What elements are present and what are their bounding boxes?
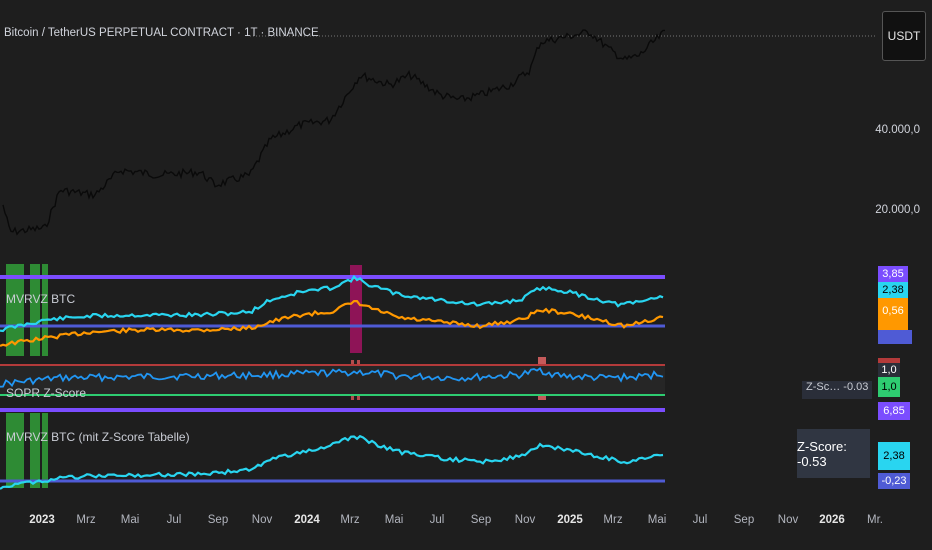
buy-zone-column [30, 413, 40, 488]
value-tag-mvrvz: 2,38 [878, 282, 908, 298]
zscore-table: Z-Score: -0.53 [797, 429, 870, 478]
time-tick: Sep [733, 514, 755, 526]
time-tick: 2026 [819, 514, 845, 526]
time-tick: Nov [514, 514, 536, 526]
value-tag-sopr-upper [878, 358, 900, 363]
time-tick: Nov [777, 514, 799, 526]
buy-zone-column [42, 264, 48, 356]
time-tick: Mrz [603, 514, 623, 526]
value-tag-lower [878, 330, 912, 344]
time-tick: Mrz [340, 514, 360, 526]
time-tick: Nov [251, 514, 273, 526]
buy-zone-column [30, 264, 40, 356]
time-tick: Mai [120, 514, 140, 526]
time-tick: Jul [429, 514, 445, 526]
mvrvz-orange-series [0, 300, 664, 347]
value-tag-orange: 0,56 [878, 298, 908, 330]
time-tick: Mai [384, 514, 404, 526]
mvrvz-table-series [0, 434, 664, 490]
value-tag-table-upper: 6,85 [878, 402, 910, 420]
time-tick: Jul [692, 514, 708, 526]
value-tag-sopr: 1,0 [878, 363, 900, 377]
value-tag-sopr-lower: 1,0 [878, 377, 900, 397]
time-tick: 2025 [557, 514, 583, 526]
value-tag-table-mvrvz: 2,38 [878, 442, 910, 470]
time-tick: Jul [166, 514, 182, 526]
time-tick: Sep [207, 514, 229, 526]
symbol-title[interactable]: Bitcoin / TetherUS PERPETUAL CONTRACT · … [4, 27, 319, 39]
mvrvz-series [0, 274, 664, 333]
pane-title-sopr[interactable]: SOPR Z-Score [6, 386, 87, 400]
time-tick: 2024 [294, 514, 320, 526]
buy-zone-highlights [6, 264, 48, 488]
pane-title-mvrvz[interactable]: MVRVZ BTC [6, 292, 76, 306]
buy-zone-column [6, 413, 24, 488]
time-tick: Mr. [867, 514, 883, 526]
sopr-series [0, 367, 664, 388]
buy-zone-column [42, 413, 48, 488]
time-tick: Sep [470, 514, 492, 526]
sell-zone-column [350, 265, 362, 353]
value-tag-table-lower: -0,23 [878, 473, 910, 489]
time-tick: Mrz [76, 514, 96, 526]
pane-title-mvrvz-table[interactable]: MVRVZ BTC (mit Z-Score Tabelle) [6, 430, 190, 444]
price-series [2, 29, 665, 236]
currency-button[interactable]: USDT [882, 11, 926, 61]
value-tag-upper: 3,85 [878, 266, 908, 282]
price-axis-label: 40.000,0 [875, 124, 920, 136]
time-tick: Mai [647, 514, 667, 526]
zscore-table-partial: Z-Sc… -0.03 [802, 381, 872, 399]
buy-zone-column [6, 264, 24, 356]
price-axis-label: 20.000,0 [875, 204, 920, 216]
time-tick: 2023 [29, 514, 55, 526]
